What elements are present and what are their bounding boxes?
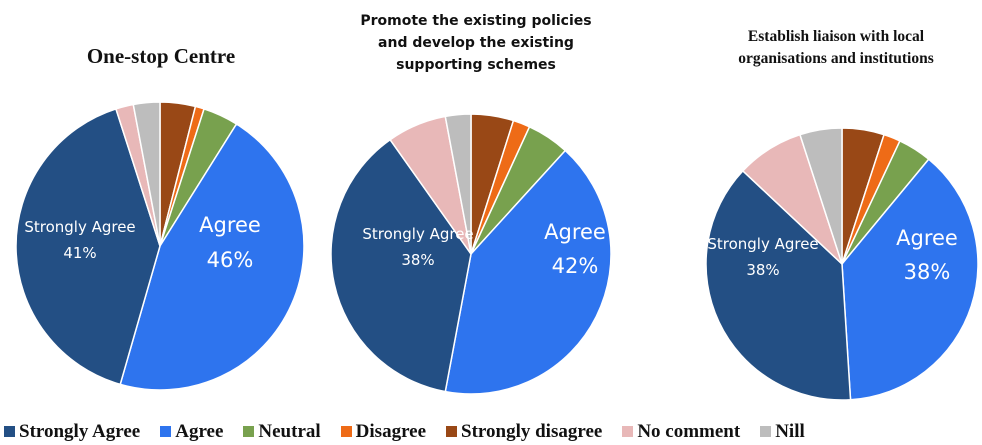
- legend-swatch: [4, 426, 15, 437]
- data-label-agree-name: Agree: [896, 226, 958, 250]
- pie-title-line: organisations and institutions: [738, 50, 934, 67]
- legend-swatch: [622, 426, 634, 437]
- legend-swatch: [160, 426, 172, 437]
- pie-title-line: Promote the existing policies: [360, 13, 592, 29]
- pie-slice-strongly-agree: [330, 138, 472, 393]
- data-label-agree-name: Agree: [544, 220, 606, 244]
- pie-slice-agree: [841, 158, 979, 401]
- data-label-strongly-agree-value: 41%: [63, 244, 96, 262]
- pie-slice-nill: [444, 113, 472, 255]
- data-label-strongly-agree-value: 38%: [746, 261, 779, 279]
- legend-label: Strongly disagree: [461, 420, 603, 442]
- legend-item-neutral: Neutral: [243, 420, 321, 443]
- pie-slice-nill: [799, 127, 843, 265]
- legend-item-strongly-agree: Strongly Agree: [4, 421, 140, 443]
- legend-item-strongly-disagree: Strongly disagree: [446, 421, 602, 443]
- data-label-strongly-agree-name: Strongly Agree: [362, 225, 473, 243]
- legend-label: Agree: [175, 420, 224, 442]
- pie-title-line: Establish liaison with local: [747, 28, 925, 45]
- pie-title-line: supporting schemes: [396, 57, 556, 73]
- data-label-agree-value: 38%: [904, 260, 951, 284]
- data-label-strongly-agree-value: 38%: [401, 251, 434, 269]
- pie-title-promote-policies: Promote the existing policies and develo…: [346, 10, 606, 76]
- legend-label: Nill: [775, 420, 805, 442]
- pie-slice-agree: [444, 149, 612, 395]
- legend-label: No comment: [637, 420, 741, 442]
- data-label-strongly-agree-name: Strongly Agree: [707, 235, 818, 253]
- pie-slice-agree: [119, 122, 305, 391]
- data-label-agree-value: 42%: [552, 254, 599, 278]
- pie-charts: Agree 46% Strongly Agree 41% Agree 42% Strongl…: [15, 101, 979, 401]
- legend-item-no-comment: No comment: [622, 421, 740, 443]
- legend: Strongly Agree Agree Neutral Disagree Strong…: [4, 418, 982, 445]
- legend-swatch: [760, 426, 772, 437]
- pie-title-establish-liaison: Establish liaison with local organisatio…: [686, 26, 982, 70]
- legend-item-disagree: Disagree: [340, 420, 427, 443]
- pie-slice-nill: [132, 101, 161, 247]
- data-label-agree-value: 46%: [207, 248, 254, 272]
- data-label-agree-name: Agree: [199, 213, 261, 237]
- pie-slice-strongly-agree: [705, 169, 852, 401]
- pie-title-one-stop-centre: One-stop Centre: [86, 44, 236, 68]
- pie-title-line: and develop the existing: [378, 35, 574, 51]
- legend-item-nill: Nill: [760, 421, 805, 443]
- legend-item-agree: Agree: [160, 421, 223, 443]
- legend-label: Strongly Agree: [19, 420, 141, 442]
- legend-swatch: [340, 426, 352, 437]
- legend-swatch: [446, 426, 458, 437]
- legend-swatch: [243, 426, 255, 437]
- legend-label: Neutral: [258, 420, 321, 442]
- data-label-strongly-agree-name: Strongly Agree: [24, 218, 135, 236]
- pie-slice-strongly-agree: [15, 107, 161, 386]
- legend-label: Disagree: [355, 420, 427, 442]
